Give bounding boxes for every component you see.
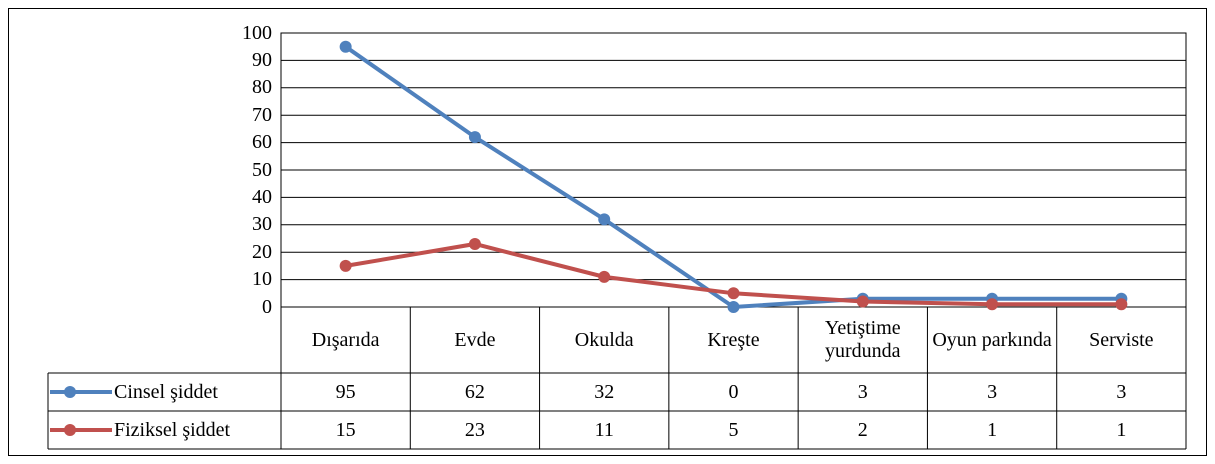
x-tick-label: Okulda <box>574 328 634 351</box>
table-value: 95 <box>335 380 356 403</box>
x-tick-label: Kreşte <box>707 328 760 351</box>
data-point <box>598 213 611 226</box>
y-tick-label: 90 <box>252 48 272 71</box>
data-point <box>468 237 481 250</box>
data-point <box>1115 298 1128 311</box>
y-tick-label: 60 <box>252 131 272 154</box>
y-tick-label: 80 <box>252 76 272 99</box>
legend-marker <box>64 386 76 398</box>
x-tick-label: Serviste <box>1089 328 1154 351</box>
table-value: 62 <box>464 380 485 403</box>
y-tick-label: 0 <box>262 295 272 318</box>
y-tick-label: 10 <box>252 268 272 291</box>
y-tick-label: 40 <box>252 185 272 208</box>
table-value: 3 <box>1116 380 1127 403</box>
table-value: 23 <box>464 418 485 441</box>
y-tick-label: 70 <box>252 103 272 126</box>
chart-border <box>8 8 1207 456</box>
table-value: 2 <box>857 418 868 441</box>
table-value: 5 <box>728 418 739 441</box>
series-line <box>344 45 1122 310</box>
legend-label: Cinsel şiddet <box>114 380 218 403</box>
table-value: 32 <box>594 380 615 403</box>
table-value: 15 <box>335 418 356 441</box>
x-tick-label: Oyun parkında <box>932 328 1052 351</box>
x-tick-label: Dışarıda <box>311 328 380 351</box>
table-value: 0 <box>728 380 739 403</box>
data-point <box>986 298 999 311</box>
y-tick-label: 20 <box>252 240 272 263</box>
table-value: 3 <box>987 380 998 403</box>
legend-marker <box>64 424 76 436</box>
x-tick-label: Evde <box>454 328 496 351</box>
table-value: 1 <box>987 418 998 441</box>
data-point <box>339 259 352 272</box>
data-point <box>598 270 611 283</box>
table-value: 11 <box>594 418 614 441</box>
data-point <box>856 295 869 308</box>
y-tick-label: 100 <box>242 21 272 44</box>
legend-label: Fiziksel şiddet <box>114 418 231 441</box>
data-point <box>468 131 481 144</box>
x-tick-label: Yetiştime yurdunda <box>824 317 901 362</box>
data-point <box>727 287 740 300</box>
data-point <box>727 301 740 313</box>
data-point <box>339 40 352 53</box>
table-value: 1 <box>1116 418 1127 441</box>
y-tick-label: 30 <box>252 213 272 236</box>
table-value: 3 <box>857 380 868 403</box>
y-tick-label: 50 <box>252 158 272 181</box>
